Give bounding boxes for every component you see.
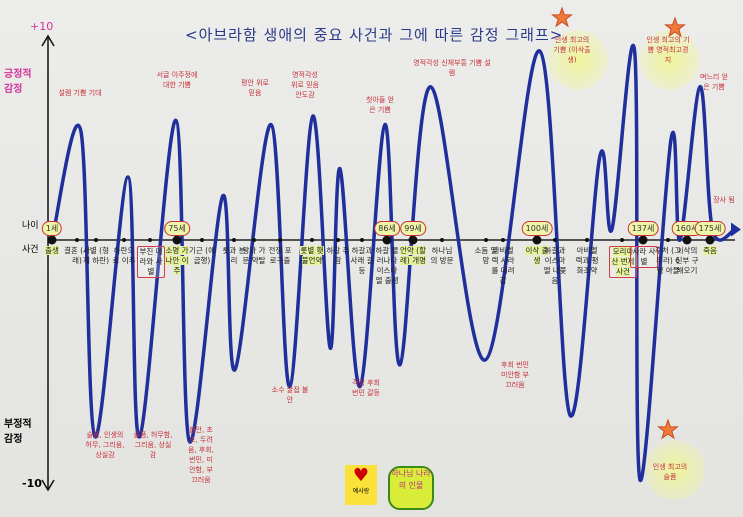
event-label: 이삭 출생 [525, 246, 549, 265]
emotion-curve [50, 43, 737, 482]
star-icon [664, 16, 686, 38]
event-dot [638, 235, 648, 245]
event-label: 왕과 가문 약탈 [242, 246, 266, 265]
annotation: 영적각성 위로 믿음 안도감 [291, 71, 319, 99]
annotation: 장사 됨 [713, 196, 735, 204]
curve-end-arrow [731, 222, 741, 237]
event-dot [360, 238, 364, 242]
age-badge: 160세 [671, 221, 703, 236]
annotation: 불안, 초조, 두려움, 후회, 번민, 미안함, 부끄러움 [188, 426, 214, 484]
event-dot [47, 235, 57, 245]
annotation: 소수 굴접 불안 [271, 386, 309, 404]
event-dot [310, 238, 314, 242]
event-dot [75, 238, 79, 242]
annotation: 서글 이주정에 대한 기쁨 [156, 71, 198, 89]
chart-title: <아브라함 생애의 중요 사건과 그에 따른 감정 그래프> [185, 26, 564, 44]
annotation: 며느리 얻은 기쁨 [700, 73, 728, 91]
event-label: 부친 데라와 사별 [137, 246, 165, 278]
event-dot [440, 238, 444, 242]
event-dot [382, 235, 392, 245]
event-dot [666, 238, 670, 242]
event-label: 롯과 분리 [222, 246, 246, 265]
event-label: 이삭의 신부 구해오기 [675, 246, 699, 275]
annotation: 설렘 기쁨 기대 [58, 89, 102, 97]
event-label: 후처 (그두라) 6명 아들 [655, 246, 682, 275]
annotation: 첫아들 얻은 기쁨 [366, 96, 394, 114]
logo-right: 하나님 나라의 인물 [388, 466, 434, 510]
event-label: 하나님의 방문 [430, 246, 454, 265]
annotation: 인생 최고의 슬픔 [652, 463, 688, 481]
event-dot [532, 235, 542, 245]
event-dot [172, 235, 182, 245]
event-label: 하란으로 이주 [112, 246, 136, 265]
event-label: 하갈과 이스마엘 내쫓음 [543, 246, 567, 285]
positive-label: 긍정적 감정 [4, 69, 32, 95]
event-dot [278, 238, 282, 242]
annotation: 영적각성 신체부흥 기쁨 설렘 [413, 59, 491, 77]
event-label: 롯별 횃불언약 [300, 246, 324, 265]
annotation: 인생 최고의 기쁨 영적최고경지 [646, 36, 690, 64]
star-icon [657, 418, 679, 440]
age-badge: 86세 [374, 221, 400, 236]
event-label: 사별 (형제 하란) [83, 246, 110, 265]
event-label: 하갈 물러나다 이스마엘 출생 [375, 246, 399, 285]
event-dot [620, 238, 624, 242]
event-dot [585, 238, 589, 242]
y-axis-arrow-up [41, 34, 55, 47]
event-dot [553, 238, 557, 242]
event-label: 모리아산 번제사건 [609, 246, 637, 278]
annotation: 슬픔, 인생의 허무, 그리움, 상실감 [85, 431, 125, 459]
event-label: 아비멜렉 사라를 데려감 [491, 246, 515, 285]
event-dot [252, 238, 256, 242]
event-label: 전쟁 포로구출 [268, 246, 292, 265]
annotation: 슬픔, 허무함, 그리움, 상실감 [133, 431, 173, 459]
event-dot [232, 238, 236, 242]
age-badge: 137세 [627, 221, 659, 236]
event-row-label: 사건 [22, 245, 39, 255]
event-label: 아비멜렉과 평화조약 [575, 246, 599, 275]
event-dot [200, 238, 204, 242]
event-label: 출생 [45, 246, 59, 255]
age-row-label: 나이 [22, 221, 39, 231]
y-max-label: +10 [30, 20, 54, 33]
y-axis-arrow-down [41, 479, 55, 492]
event-label: 소돔 멸망 [474, 246, 498, 265]
event-label: 결혼 (사래) [64, 246, 91, 265]
y-min-label: -10 [22, 477, 42, 490]
annotation: 인생 최고의 기쁨 (이삭출생) [553, 36, 591, 64]
annotation: 후회 번민 미안함 부끄러움 [501, 361, 529, 389]
annotation: 걱정 후회 번민 갈등 [352, 379, 380, 397]
event-label: 사라 사별 [630, 246, 658, 268]
logo-left: ♥ 예사랑 [345, 465, 377, 505]
event-label: 소명 가나안 이주 [165, 246, 189, 275]
age-badge: 1세 [41, 221, 63, 236]
event-label: 하갈과 사래 갈등 [350, 246, 374, 275]
age-badge: 99세 [400, 221, 426, 236]
age-badge: 75세 [164, 221, 190, 236]
event-dot [122, 238, 126, 242]
event-dot [148, 238, 152, 242]
event-dot [705, 235, 715, 245]
age-badge: 100세 [521, 221, 553, 236]
event-label: 죽음 [703, 246, 717, 255]
star-icon [551, 6, 573, 28]
event-dot [501, 238, 505, 242]
event-label: 하갈 취함 [326, 246, 350, 265]
event-dot [94, 238, 98, 242]
event-dot [408, 235, 418, 245]
event-dot [336, 238, 340, 242]
event-label: 기근 (애굽행) [189, 246, 216, 265]
age-badge: 175세 [694, 221, 726, 236]
event-dot [682, 235, 692, 245]
annotation: 평안 위로 믿음 [241, 79, 269, 97]
event-label: 언약 (할례) 개명 [400, 246, 427, 265]
event-dot [484, 238, 488, 242]
negative-label: 부정적 감정 [4, 419, 32, 445]
